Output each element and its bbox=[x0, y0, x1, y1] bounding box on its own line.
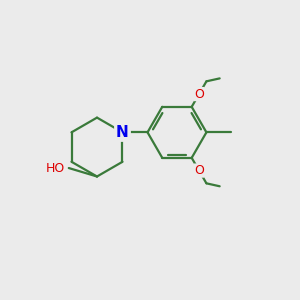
Text: N: N bbox=[116, 125, 129, 140]
Text: O: O bbox=[194, 88, 204, 100]
Text: O: O bbox=[194, 164, 204, 177]
Text: HO: HO bbox=[46, 161, 65, 175]
Text: N: N bbox=[116, 125, 129, 140]
